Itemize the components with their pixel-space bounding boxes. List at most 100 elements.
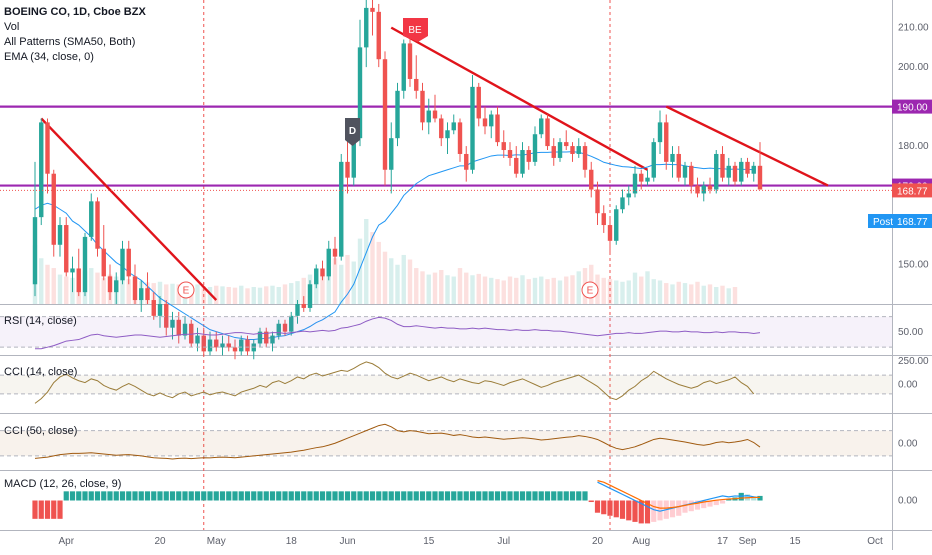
candle-body	[551, 146, 556, 158]
macd-histogram-bar	[113, 491, 119, 501]
candle	[620, 189, 625, 214]
candle-body	[620, 197, 625, 210]
candle-body	[120, 248, 125, 281]
candle	[539, 114, 544, 139]
macd-histogram-bar	[69, 491, 76, 501]
candle	[464, 146, 469, 182]
candle	[257, 327, 263, 348]
candle	[607, 217, 613, 253]
macd-histogram-bar	[157, 491, 163, 501]
candle	[382, 51, 388, 186]
price-tick-label: 210.00	[898, 23, 929, 34]
candle-body	[320, 268, 325, 277]
candle-body	[239, 339, 244, 352]
volume-bar	[732, 287, 738, 304]
candle	[145, 272, 150, 304]
macd-histogram-bar	[226, 491, 232, 501]
candle	[201, 327, 206, 356]
macd-histogram-bar	[88, 491, 94, 501]
post-badge-price: 168.77	[897, 217, 928, 228]
candle-body	[45, 122, 50, 174]
macd-histogram-bar	[519, 491, 526, 501]
post-badge-tag: Post	[873, 217, 893, 228]
volume-bar	[345, 254, 350, 304]
pattern-d-label: D	[349, 126, 356, 137]
macd-histogram-bar	[457, 491, 463, 501]
volume-bar	[464, 272, 469, 304]
rsi-line	[35, 316, 761, 350]
candle-body	[464, 153, 469, 170]
macd-histogram-bar	[232, 491, 238, 501]
x-tick-label: Apr	[58, 536, 74, 547]
macd-histogram-bar	[38, 500, 44, 519]
volume-bar	[320, 272, 325, 304]
candle	[345, 134, 350, 194]
x-tick-label: Aug	[632, 536, 650, 547]
macd-histogram-bar	[94, 491, 101, 501]
candle	[70, 256, 75, 293]
candle-body	[132, 276, 138, 301]
volume-bar	[289, 283, 294, 304]
candle-body	[420, 90, 425, 123]
candle-body	[264, 331, 269, 344]
candle-body	[76, 268, 81, 293]
x-tick-label: 15	[423, 536, 435, 547]
macd-histogram-bar	[163, 491, 169, 501]
macd-histogram-bar	[501, 491, 507, 501]
candle-body	[357, 47, 363, 139]
candle	[732, 161, 738, 186]
candle-body	[270, 335, 275, 344]
macd-histogram-bar	[451, 491, 457, 501]
volume-bar	[39, 258, 44, 304]
candle-body	[539, 118, 544, 135]
candle	[151, 292, 156, 320]
volume-bar	[101, 277, 106, 304]
macd-histogram-bar	[388, 491, 394, 501]
macd-histogram-bar	[513, 491, 519, 501]
candle	[39, 118, 44, 226]
candle-body	[389, 138, 394, 170]
volume-bar	[445, 275, 450, 304]
candle	[420, 82, 425, 131]
candle-body	[570, 146, 575, 154]
volume-bar	[495, 279, 500, 304]
candle-body	[257, 331, 263, 344]
candle	[632, 165, 638, 198]
volume-bar	[95, 272, 100, 304]
candle-body	[107, 276, 113, 293]
candle	[232, 339, 238, 360]
candle	[576, 138, 581, 158]
candle-body	[645, 177, 650, 182]
volume-bar	[601, 277, 606, 304]
candle-body	[507, 150, 513, 158]
candle-body	[182, 323, 188, 336]
macd-histogram-bar	[376, 491, 382, 501]
candle-body	[170, 319, 175, 328]
volume-bar	[232, 287, 238, 304]
candle-body	[564, 142, 569, 147]
candle	[582, 142, 588, 178]
volume-bar	[639, 276, 644, 304]
candle	[314, 264, 319, 289]
macd-histogram-bar	[288, 491, 294, 501]
candle-body	[682, 165, 688, 178]
volume-bar	[239, 285, 244, 304]
candle-body	[745, 161, 750, 174]
candle-body	[470, 86, 475, 170]
candle-body	[707, 185, 713, 190]
macd-histogram-bar	[332, 491, 338, 501]
volume-bar	[470, 275, 475, 304]
candle	[657, 110, 663, 154]
candle	[445, 122, 450, 154]
macd-histogram-bar	[526, 491, 532, 501]
candle	[176, 311, 181, 344]
last-price-tag	[892, 183, 932, 198]
candle	[189, 319, 194, 348]
volume-bar	[664, 283, 669, 304]
macd-histogram-bar	[613, 500, 619, 518]
candle	[395, 82, 400, 147]
candle-body	[95, 201, 100, 249]
macd-histogram-bar	[463, 491, 469, 501]
candle-body	[695, 185, 700, 194]
candle-body	[139, 288, 144, 301]
